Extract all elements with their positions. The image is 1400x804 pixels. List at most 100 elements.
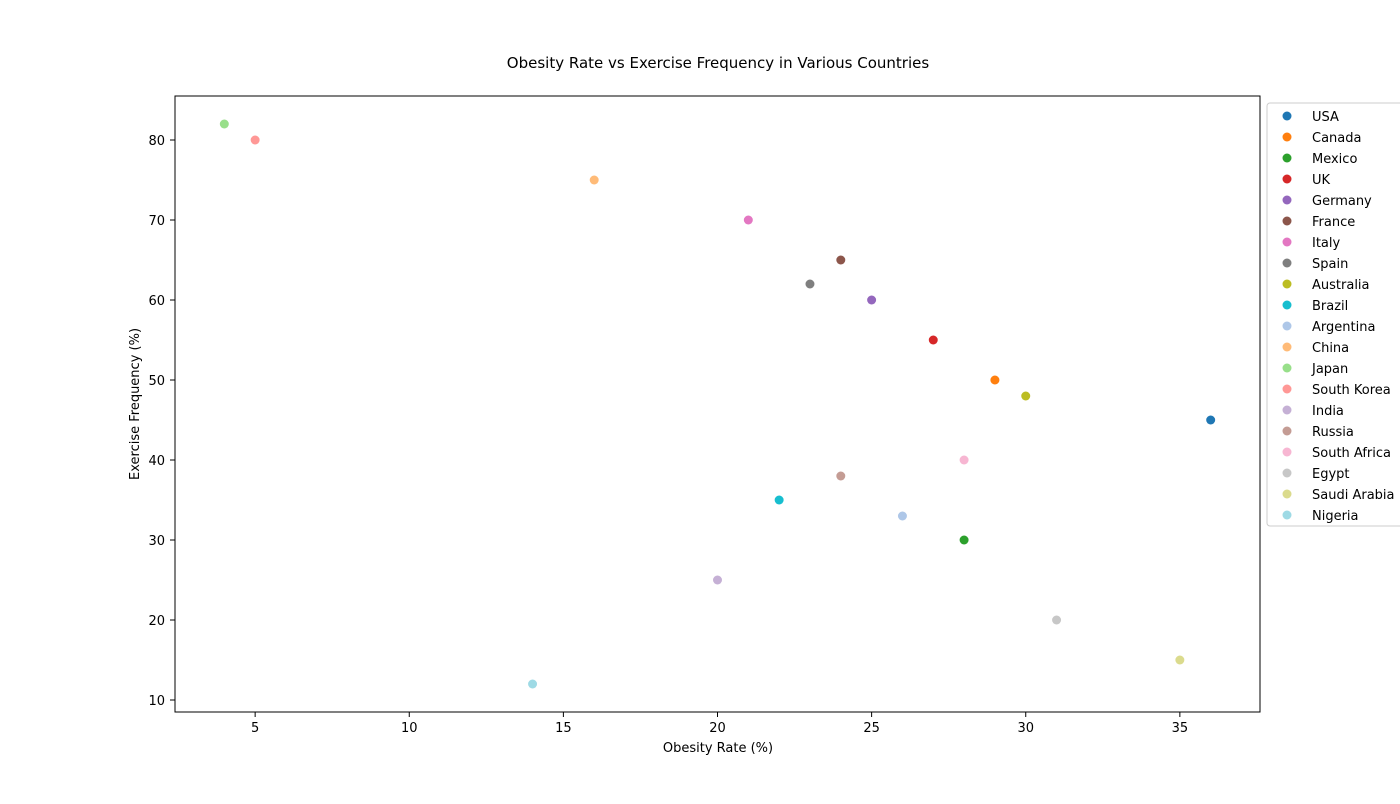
chart-title: Obesity Rate vs Exercise Frequency in Va…: [507, 54, 930, 72]
legend-label: UK: [1312, 173, 1331, 188]
legend-marker: [1282, 426, 1292, 436]
legend-item: Germany: [1282, 194, 1372, 209]
legend-label: China: [1312, 341, 1349, 356]
legend-marker: [1282, 195, 1292, 205]
legend-label: Australia: [1312, 278, 1370, 293]
x-tick-label: 30: [1017, 721, 1034, 736]
data-point-usa: [1206, 415, 1216, 425]
legend-marker: [1282, 237, 1292, 247]
data-point-india: [713, 575, 722, 585]
y-tick-label: 30: [148, 534, 165, 549]
legend-label: India: [1312, 404, 1344, 419]
y-tick-label: 10: [148, 694, 165, 709]
legend-marker: [1282, 342, 1292, 352]
legend-item: Japan: [1282, 362, 1348, 377]
x-axis-label: Obesity Rate (%): [663, 741, 773, 756]
plot-area: [174, 95, 1261, 713]
legend-marker: [1282, 132, 1292, 142]
data-point-russia: [836, 471, 846, 481]
data-point-australia: [1021, 391, 1031, 401]
legend-item: Argentina: [1282, 320, 1375, 335]
y-tick-label: 50: [148, 374, 165, 389]
legend-marker: [1282, 363, 1292, 373]
data-point-canada: [990, 375, 1000, 385]
y-tick-label: 40: [148, 454, 165, 469]
legend: USA Canada Mexico UK Germany France Italy Spain…: [1266, 102, 1400, 527]
legend-marker: [1282, 153, 1292, 163]
legend-marker: [1282, 510, 1292, 520]
legend-item: Russia: [1282, 425, 1354, 440]
y-axis: 10 20 30 40 50 60 70 80: [148, 134, 175, 709]
legend-marker: [1282, 279, 1292, 289]
legend-item: China: [1282, 341, 1349, 356]
data-point-italy: [743, 215, 753, 225]
legend-item: Spain: [1282, 257, 1348, 272]
plot-frame: [174, 95, 1261, 713]
legend-item: South Korea: [1282, 383, 1391, 398]
data-point-germany: [867, 295, 877, 305]
legend-label: Nigeria: [1312, 509, 1359, 524]
legend-item: India: [1282, 404, 1344, 419]
data-point-france: [836, 255, 846, 265]
x-tick-label: 5: [251, 721, 259, 736]
legend-marker: [1282, 300, 1292, 310]
data-point-egypt: [1052, 615, 1062, 625]
x-tick-label: 25: [863, 721, 880, 736]
legend-item: Canada: [1282, 131, 1361, 146]
legend-label: South Africa: [1312, 446, 1391, 461]
legend-label: France: [1312, 215, 1355, 230]
legend-frame: [1266, 102, 1400, 527]
x-tick-label: 35: [1172, 721, 1189, 736]
legend-label: Canada: [1312, 131, 1361, 146]
legend-marker: [1282, 468, 1292, 478]
y-axis-label: Exercise Frequency (%): [128, 328, 143, 480]
legend-label: Russia: [1312, 425, 1354, 440]
legend-label: South Korea: [1312, 383, 1391, 398]
legend-item: Nigeria: [1282, 509, 1359, 524]
data-points: [219, 119, 1216, 689]
legend-marker: [1282, 258, 1292, 268]
legend-item: USA: [1282, 110, 1339, 125]
data-point-mexico: [959, 535, 969, 545]
legend-label: Italy: [1312, 236, 1341, 251]
legend-label: Mexico: [1312, 152, 1357, 167]
data-point-brazil: [774, 495, 784, 505]
legend-label: Spain: [1312, 257, 1348, 272]
data-point-south-korea: [250, 135, 260, 145]
legend-marker: [1282, 216, 1292, 226]
data-point-nigeria: [528, 679, 538, 689]
x-tick-label: 15: [555, 721, 572, 736]
data-point-argentina: [897, 511, 907, 521]
x-tick-label: 20: [709, 721, 726, 736]
data-point-japan: [219, 119, 229, 129]
legend-item: Brazil: [1282, 299, 1348, 314]
legend-item: Saudi Arabia: [1282, 488, 1395, 503]
legend-marker: [1282, 447, 1292, 457]
legend-marker: [1282, 111, 1292, 121]
data-point-south-africa: [959, 455, 969, 465]
legend-label: Egypt: [1312, 467, 1350, 482]
legend-label: Argentina: [1312, 320, 1375, 335]
y-tick-label: 70: [148, 214, 165, 229]
legend-marker: [1282, 384, 1292, 394]
legend-label: Brazil: [1312, 299, 1348, 314]
data-point-uk: [928, 335, 938, 345]
legend-item: Italy: [1282, 236, 1341, 251]
legend-label: Saudi Arabia: [1312, 488, 1395, 503]
data-point-china: [589, 175, 599, 185]
y-tick-label: 80: [148, 134, 165, 149]
legend-label: USA: [1312, 110, 1339, 125]
legend-item: UK: [1282, 173, 1331, 188]
legend-marker: [1282, 321, 1292, 331]
y-tick-label: 20: [148, 614, 165, 629]
legend-marker: [1282, 405, 1292, 415]
data-point-spain: [805, 279, 815, 289]
x-tick-label: 10: [401, 721, 418, 736]
legend-label: Japan: [1311, 362, 1348, 377]
legend-item: Australia: [1282, 278, 1370, 293]
legend-label: Germany: [1312, 194, 1372, 209]
x-axis: 5 10 15 20 25 30 35: [251, 712, 1188, 736]
legend-marker: [1282, 489, 1292, 499]
legend-item: Egypt: [1282, 467, 1350, 482]
